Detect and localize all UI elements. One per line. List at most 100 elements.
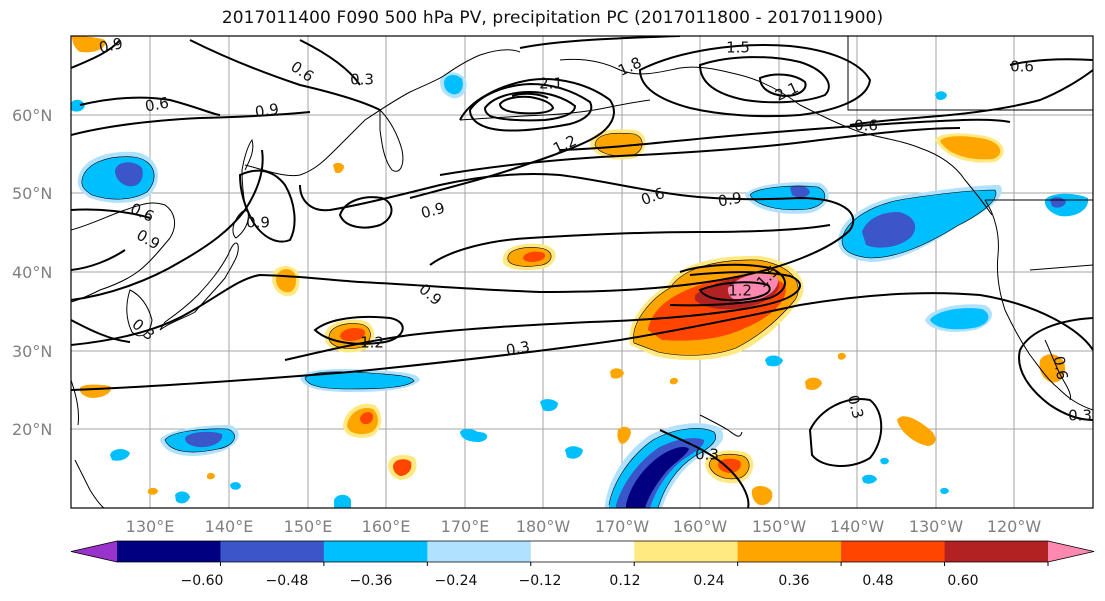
precip-area [110,449,130,461]
precip-area [230,482,241,490]
pv-contour-1.2 [409,78,615,199]
coastline-japan [232,210,249,239]
precip-area [897,416,936,446]
pv-contour-0.6 [79,96,221,116]
contour-label: 0.6 [1050,355,1072,382]
precip-area [360,412,374,425]
pv-contour-1.2 [519,36,1011,151]
colorbar [70,540,1095,566]
lon-label: 150°W [752,517,807,536]
lat-label: 30°N [12,342,52,361]
contour-label: 0.9 [717,189,744,211]
precip-area [340,328,366,341]
contour-label: 0.3 [844,393,868,421]
coastline [71,202,176,303]
latitude-labels: 60°N 50°N 40°N 30°N 20°N [12,106,52,439]
colorbar-tick-label: −0.24 [435,573,478,589]
lon-label: 130°W [909,517,964,536]
colorbar-tick-label: −0.48 [266,573,309,589]
pv-contour-0.9 [71,111,311,136]
precip-area [880,457,889,465]
colorbar-swatch [737,541,842,562]
lat-label: 40°N [12,263,52,282]
pv-contour-1.5 [638,44,872,118]
contour-label: 0.6 [1010,58,1034,76]
lon-label: 180°W [516,517,571,536]
coastline-kamchatka [379,108,404,172]
coastline-siberia [444,49,521,76]
precip-area [333,162,344,174]
precip-area [393,459,412,476]
colorbar-outline [70,540,1095,563]
coastline-siberia [244,74,446,177]
pv-contour-0.3 [299,39,361,86]
precip-area [540,399,558,412]
precip-area [595,133,643,156]
precip-area [935,91,947,100]
pv-contour-0.3 [659,429,750,508]
pv-contour-0.3 [1018,317,1093,421]
precip-outline-line [841,189,997,259]
pv-contour-1.2 [313,315,404,345]
precip-area [862,212,916,248]
precip-area [805,377,822,391]
contour-label: 0.3 [505,338,532,360]
precip-area [334,494,351,508]
contour-label: 0.3 [695,446,719,464]
precip-area [718,458,741,473]
pv-contour-1.2 [338,196,393,229]
pv-contour-0.9 [238,169,296,243]
lon-label: 170°W [595,517,650,536]
pv-contour-0.9 [429,224,831,266]
contour-label: 1.5 [726,39,750,57]
lon-label: 160°W [673,517,728,536]
precip-area [862,474,877,484]
pv-contour-0.9 [284,271,801,361]
pv-contour-0.9 [439,127,961,176]
pv-contour-0.6 [849,69,1093,126]
pv-contour-2.1 [498,95,555,115]
precip-outline-line [633,259,799,356]
colorbar-tick-label: −0.60 [181,573,224,589]
precip-area [838,352,846,360]
lon-label: 120°W [987,517,1042,536]
lon-label: 160°E [362,517,411,536]
precip-area [148,487,158,495]
precip-area [930,308,989,330]
lon-label: 140°E [205,517,254,536]
precip-outline-line [507,247,552,267]
precip-area [305,371,414,389]
lat-label: 20°N [12,420,52,439]
colorbar-extend-min [71,541,117,562]
precip-area [175,491,190,504]
border-line [1029,264,1093,271]
contour-label: 0.9 [254,100,280,121]
precip-area [523,251,546,262]
pv-contour-0.6 [71,173,855,346]
pv-contours [71,36,1093,508]
precip-area [185,431,223,448]
coastline-mexico [1057,387,1093,411]
precip-area [207,472,215,480]
map-title: 2017011400 F090 500 hPa PV, precipitatio… [221,8,884,28]
coastline-baja [1044,339,1071,401]
colorbar-tick-label: 0.36 [778,573,809,589]
precip-area [610,368,624,379]
pv-contour-2.1 [511,92,549,99]
coastline-japan [159,242,239,331]
colorbar-tick-label: 0.48 [862,573,893,589]
contour-label: 1.2 [360,334,384,352]
colorbar-swatch [841,541,946,562]
contour-label: 0.9 [246,214,270,232]
precip-outline-line [608,428,716,508]
pv-contour-0.3 [71,292,1093,391]
precip-area [940,487,949,495]
coastline-china [71,379,79,426]
precip-outline-line [81,156,155,200]
precip-area [72,36,106,53]
contour-label: 2.1 [539,75,563,93]
precip-area [670,377,678,385]
colorbar-swatch [944,541,1049,562]
coastline-korea [126,289,153,337]
pv-contour-1.8 [698,56,830,104]
